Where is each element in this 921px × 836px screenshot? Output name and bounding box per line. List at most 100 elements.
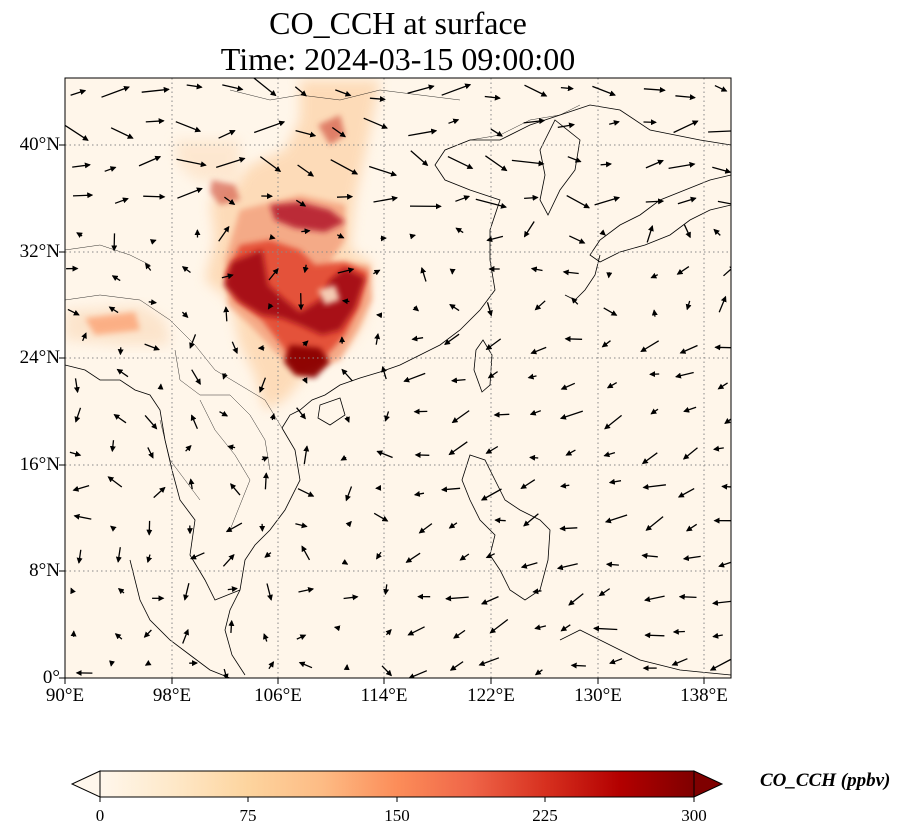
wind-arrow [714,85,728,92]
colorbar-tick-label: 225 [532,806,558,825]
wind-arrow [345,486,353,502]
wind-arrow [565,449,576,456]
wind-arrow [381,665,392,677]
wind-arrow [486,302,493,317]
wind-arrow [403,372,426,383]
wind-arrow [223,306,230,322]
wind-arrow [712,632,723,639]
wind-arrow [266,583,273,601]
wind-arrow [113,414,127,424]
wind-arrow [383,584,390,596]
wind-arrow [343,594,359,601]
lat-tick-label: 0° [42,667,60,688]
wind-arrow [459,553,470,561]
wind-arrow [374,333,381,345]
wind-arrow [76,549,83,564]
wind-arrow [190,552,205,560]
wind-arrow [261,456,269,462]
wind-arrow [475,198,507,209]
wind-arrow [448,118,460,125]
wind-arrow [376,450,393,459]
wind-arrow [511,159,545,167]
wind-arrow [341,559,349,565]
wind-arrow [341,298,350,305]
wind-arrow [72,162,91,169]
wind-arrow [642,483,666,490]
wind-arrow [532,588,542,595]
wind-arrow [216,157,246,169]
wind-arrow [409,233,416,240]
wind-arrow [449,304,460,312]
wind-arrow [185,444,192,452]
wind-arrow [186,83,203,90]
wind-arrow [449,661,464,671]
wind-arrow [138,155,162,167]
wind-arrow [114,197,129,204]
wind-arrow [301,545,311,561]
wind-arrow [183,583,190,601]
wind-arrow [718,295,727,313]
wind-arrow [673,120,699,134]
wind-arrow [603,451,616,458]
wind-arrow [453,629,466,639]
wind-arrow [604,514,628,524]
colorbar-label: CO_CCH (ppbv) [760,770,891,791]
wind-arrow [336,193,354,200]
wind-arrow [682,555,701,562]
wind-arrow [408,670,428,678]
wind-arrow [485,338,502,350]
wind-arrow [672,628,685,635]
wind-arrow [109,660,115,667]
wind-arrow [557,122,575,129]
wind-arrow [268,268,279,281]
wind-arrow [683,406,697,413]
map-title-variable: CO_CCH at surface [269,5,527,41]
wind-arrow [593,625,618,632]
wind-arrow [219,410,229,417]
wind-arrow [264,551,272,558]
wind-arrow [407,626,425,636]
wind-arrow [490,128,503,137]
wind-arrow [679,344,698,354]
wind-arrow [523,513,539,527]
wind-arrow [556,563,578,571]
wind-arrow [569,235,586,244]
map-background [65,78,731,678]
map-frame [64,77,732,679]
wind-arrow [606,272,613,279]
lat-tick-label: 40°N [19,134,60,155]
wind-arrow [301,228,311,235]
wind-arrow [451,377,466,384]
wind-arrow [110,525,117,532]
wind-arrow [295,522,308,529]
wind-arrow [81,332,87,342]
wind-arrow [650,408,659,415]
wind-arrow [712,166,731,174]
wind-arrow [651,309,658,317]
wind-arrow [191,369,201,385]
wind-arrow [560,85,574,92]
wind-arrow [534,669,543,676]
wind-arrow [363,117,388,129]
wind-arrow [717,200,731,205]
wind-arrow [520,562,538,569]
wind-arrow [603,307,618,316]
wind-arrow [107,476,123,488]
wind-arrow [562,269,579,276]
wind-arrow [385,628,392,636]
wind-arrow [331,126,347,138]
wind-arrow [117,587,125,595]
wind-arrow [645,159,664,169]
wind-arrow [253,120,286,134]
wind-arrow [713,445,724,452]
colorbar-tick-label: 300 [681,806,707,825]
wind-arrow [408,128,438,137]
wind-arrow [259,156,282,172]
wind-arrow [484,94,501,101]
wind-arrow [570,662,586,669]
wind-arrow [675,94,696,101]
lon-tick-label: 122°E [467,685,515,706]
wind-arrow [147,447,154,459]
wind-arrow [218,130,236,139]
wind-arrow [609,658,623,665]
